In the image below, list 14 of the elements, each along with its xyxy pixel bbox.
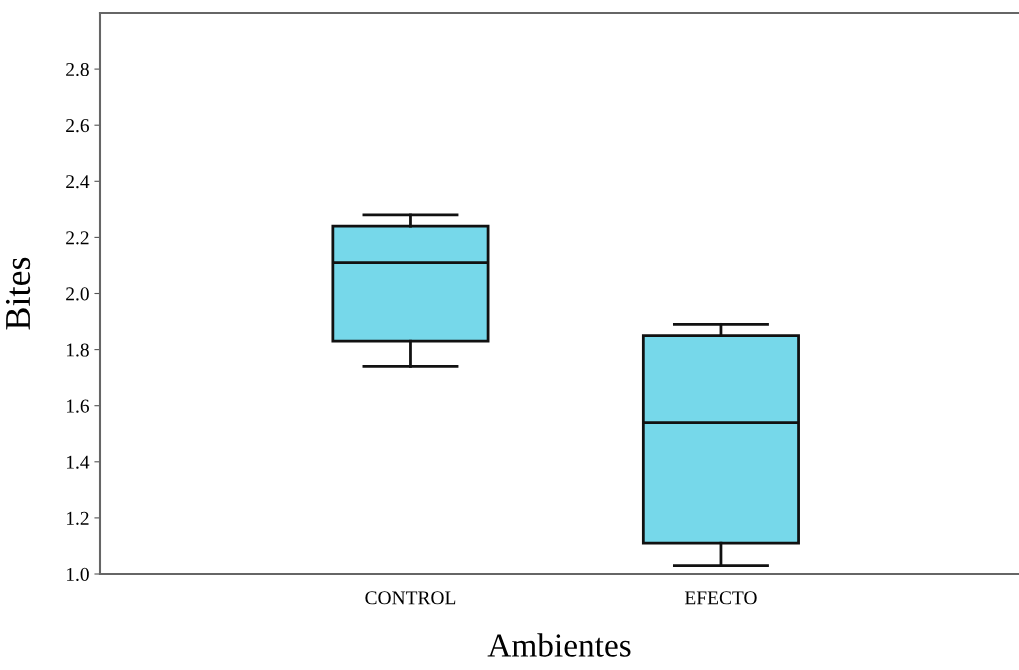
- y-tick-label: 2.6: [66, 119, 89, 133]
- x-tick-label: EFECTO: [684, 591, 757, 605]
- y-tick-label: 1.6: [66, 399, 89, 413]
- y-tick-label: 2.8: [66, 62, 89, 77]
- x-axis-title: Ambientes: [487, 633, 631, 657]
- y-tick-label: 2.2: [66, 231, 89, 245]
- y-tick-label: 1.4: [66, 455, 90, 469]
- x-tick-label: CONTROL: [365, 591, 456, 605]
- y-tick-label: 2.4: [66, 175, 90, 189]
- y-tick-label: 1.2: [66, 511, 89, 525]
- y-tick-label: 2.0: [66, 287, 89, 301]
- y-axis-title: Bites: [5, 257, 31, 330]
- y-tick-label: 1.0: [66, 567, 89, 582]
- y-tick-label: 1.8: [66, 343, 89, 357]
